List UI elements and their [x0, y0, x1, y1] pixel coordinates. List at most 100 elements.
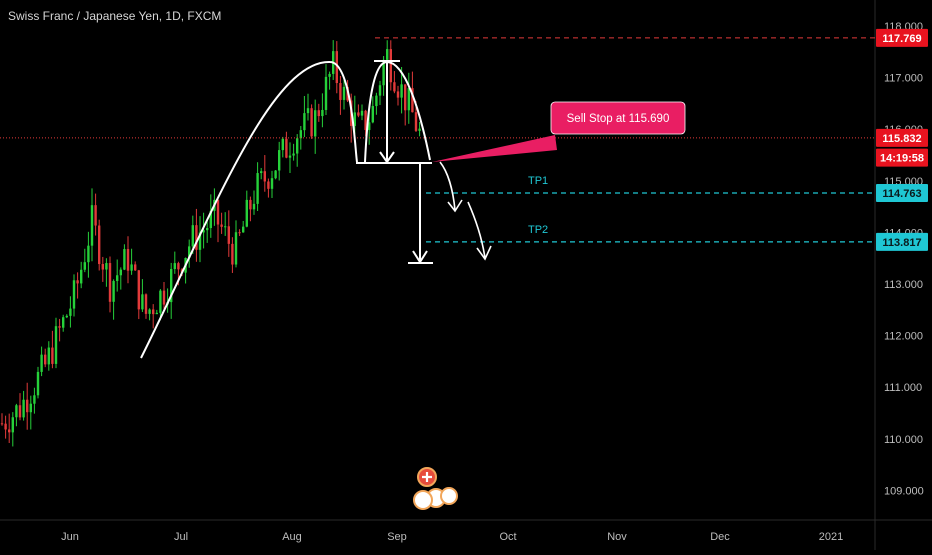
- candle-body: [90, 205, 94, 246]
- event-marker-icon: [440, 487, 458, 505]
- candle-body: [285, 138, 288, 158]
- candle-body: [245, 199, 248, 227]
- y-tick-label: 113.000: [884, 279, 923, 291]
- candle-body: [130, 264, 133, 271]
- candle-body: [26, 399, 29, 413]
- y-tick-label: 111.000: [884, 382, 922, 394]
- candle-body: [360, 110, 364, 116]
- candle-body: [353, 112, 356, 126]
- candle-body: [267, 181, 270, 189]
- candle-body: [414, 112, 418, 131]
- measure-arrowhead-1: [379, 151, 395, 164]
- candle-body: [33, 395, 36, 404]
- candle-body: [80, 269, 83, 284]
- candle-body: [148, 309, 151, 314]
- candle-body: [126, 249, 130, 271]
- candle-body: [418, 128, 421, 131]
- candle-body: [260, 171, 263, 174]
- swiss-cross-icon: [422, 472, 432, 482]
- candle-body: [152, 309, 155, 315]
- candle-body: [252, 203, 256, 210]
- candle-body: [242, 226, 245, 233]
- candle-body: [386, 49, 389, 60]
- candle-body: [94, 205, 97, 226]
- candle-body: [281, 138, 284, 151]
- candle-body: [270, 178, 274, 189]
- candle-body: [40, 354, 43, 372]
- price-badge-label: 114.763: [882, 188, 921, 200]
- candle-body: [296, 138, 299, 154]
- candle-body: [234, 232, 238, 265]
- candle-body: [105, 263, 108, 270]
- candle-body: [83, 262, 86, 270]
- candle-body: [18, 405, 22, 418]
- y-tick-label: 112.000: [884, 331, 923, 343]
- candle-body: [177, 263, 180, 270]
- x-tick-label: Oct: [499, 531, 516, 543]
- candle-body: [288, 155, 292, 158]
- candle-body: [357, 112, 360, 116]
- candle-body: [144, 294, 148, 314]
- candle-body: [278, 150, 281, 171]
- candle-body: [47, 347, 50, 365]
- arch-curve-drawing: [364, 60, 431, 163]
- candle-body: [209, 210, 212, 229]
- y-tick-label: 109.000: [884, 485, 924, 497]
- candle-body: [292, 153, 295, 156]
- candle-body: [310, 108, 313, 137]
- candle-body: [76, 280, 79, 284]
- price-badge: [876, 232, 928, 251]
- price-badge-label: 115.832: [882, 133, 921, 145]
- candle-body: [69, 308, 72, 316]
- candle-body: [155, 312, 158, 315]
- projection-arrowhead-2: [476, 245, 492, 261]
- candle-body: [8, 429, 11, 433]
- candle-body: [375, 95, 378, 107]
- candle-body: [22, 399, 25, 418]
- x-tick-label: Aug: [282, 531, 302, 543]
- candle-body: [303, 113, 306, 131]
- price-badge: [876, 28, 928, 47]
- candle-body: [11, 417, 14, 433]
- candle-body: [404, 84, 407, 111]
- candle-body: [98, 225, 101, 265]
- candle-body: [321, 109, 324, 117]
- candle-body: [44, 354, 47, 365]
- callout-box: [550, 101, 686, 135]
- price-badge: [876, 128, 928, 147]
- candle-body: [134, 264, 137, 271]
- x-tick-label: Jun: [61, 531, 79, 543]
- chart-title: Swiss Franc / Japanese Yen, 1D, FXCM: [8, 9, 222, 23]
- callout-pointer: [432, 135, 557, 162]
- y-tick-label: 117.000: [884, 73, 923, 85]
- candle-body: [54, 326, 58, 364]
- candle-body: [371, 106, 374, 123]
- candle-body: [119, 269, 122, 276]
- candle-body: [198, 232, 202, 250]
- tp-label: TP2: [528, 224, 548, 236]
- candle-body: [123, 249, 126, 270]
- candle-body: [342, 86, 346, 100]
- candle-body: [36, 371, 40, 396]
- x-tick-label: Sep: [387, 531, 407, 543]
- candle-body: [249, 199, 252, 210]
- candle-body: [4, 423, 7, 430]
- callout-text: Sell Stop at 115.690: [567, 113, 670, 125]
- candle-body: [407, 88, 410, 111]
- candle-body: [220, 224, 223, 227]
- candle-body: [364, 110, 367, 131]
- candle-body: [202, 230, 205, 233]
- candle-body: [62, 317, 65, 328]
- candle-body: [328, 73, 331, 77]
- candle-body: [173, 263, 176, 270]
- candle-body: [299, 130, 302, 139]
- cup-curve-drawing: [140, 60, 358, 359]
- x-tick-label: 2021: [819, 531, 843, 543]
- x-tick-label: Jul: [174, 531, 188, 543]
- x-tick-label: Nov: [607, 531, 627, 543]
- candle-body: [227, 226, 230, 244]
- candle-body: [72, 280, 76, 309]
- candle-body: [368, 122, 371, 131]
